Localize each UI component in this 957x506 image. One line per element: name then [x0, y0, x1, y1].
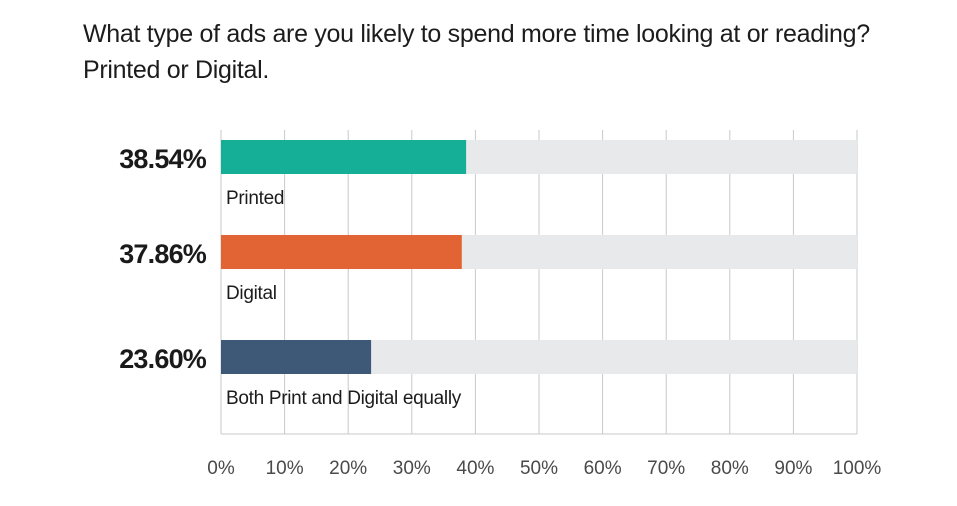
x-tick-label: 30% [393, 458, 431, 479]
x-tick-label: 70% [647, 458, 685, 479]
bar [221, 340, 372, 374]
x-tick-label: 40% [456, 458, 494, 479]
bar [221, 235, 462, 269]
category-label: Printed [226, 188, 284, 209]
chart-title: What type of ads are you likely to spend… [83, 20, 870, 84]
x-tick-label: 100% [833, 458, 882, 479]
category-label: Both Print and Digital equally [226, 388, 462, 409]
x-axis: 0% 10% 20% 30% 40% 50% 60% 70% 80% 90% 100% [207, 433, 882, 479]
x-tick-label: 80% [711, 458, 749, 479]
value-label: 23.60% [119, 344, 207, 374]
x-tick-label: 60% [584, 458, 622, 479]
bars [221, 140, 467, 374]
value-labels: 38.54% 37.86% 23.60% [119, 144, 207, 374]
category-labels: Printed Digital Both Print and Digital equ… [226, 188, 462, 409]
x-tick-label: 50% [520, 458, 558, 479]
x-tick-label: 20% [329, 458, 367, 479]
grid-lines [220, 130, 858, 434]
value-label: 38.54% [119, 144, 207, 174]
x-tick-label: 0% [207, 458, 235, 479]
x-tick-label: 90% [774, 458, 812, 479]
value-label: 37.86% [119, 239, 207, 269]
x-tick-label: 10% [266, 458, 304, 479]
category-label: Digital [226, 283, 277, 304]
bar [221, 140, 467, 174]
